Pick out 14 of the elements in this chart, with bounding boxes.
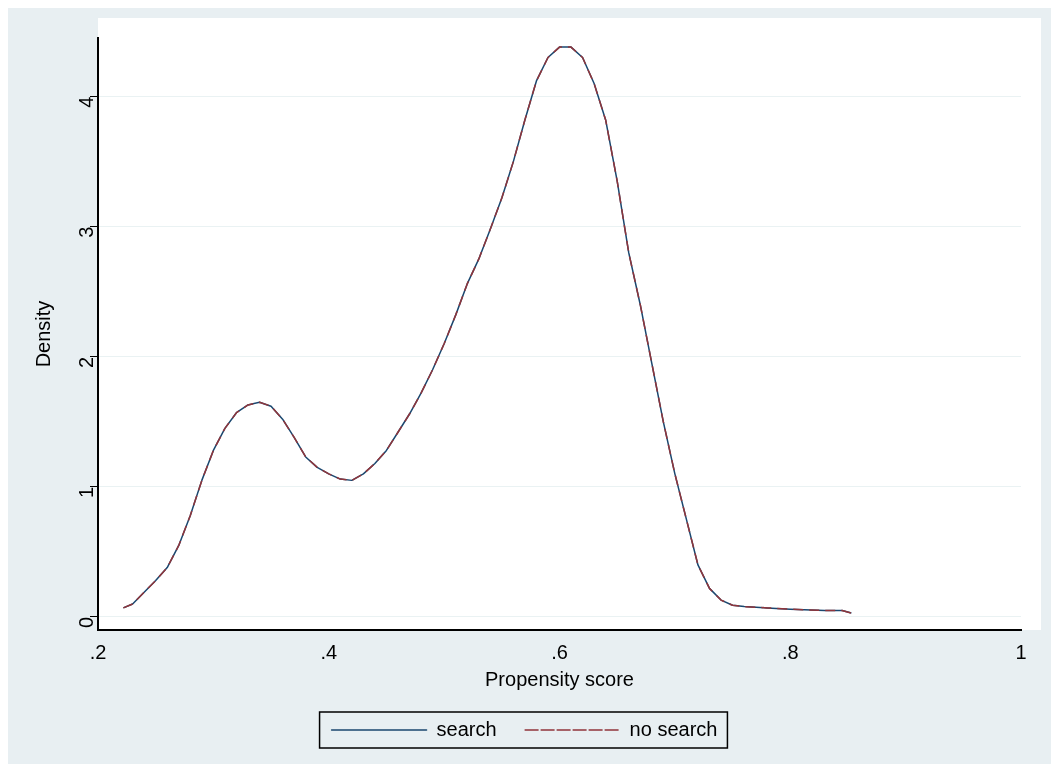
x-tick-label: .2: [89, 640, 107, 663]
x-tick-label: .4: [320, 640, 338, 663]
x-tick-label: .6: [551, 640, 568, 663]
y-tick-label: 4: [74, 96, 97, 108]
y-tick-label: 0: [74, 616, 97, 629]
y-tick-label: 2: [74, 356, 97, 368]
x-tick-label: .8: [781, 640, 799, 663]
y-tick-label: 3: [74, 226, 97, 238]
legend-label: no search: [629, 717, 718, 740]
x-axis-title: Propensity score: [485, 667, 634, 690]
y-axis-title: Density: [31, 300, 54, 368]
x-tick-label: 1: [1015, 640, 1027, 663]
y-tick-label: 1: [74, 486, 97, 498]
legend-label: search: [436, 717, 497, 740]
